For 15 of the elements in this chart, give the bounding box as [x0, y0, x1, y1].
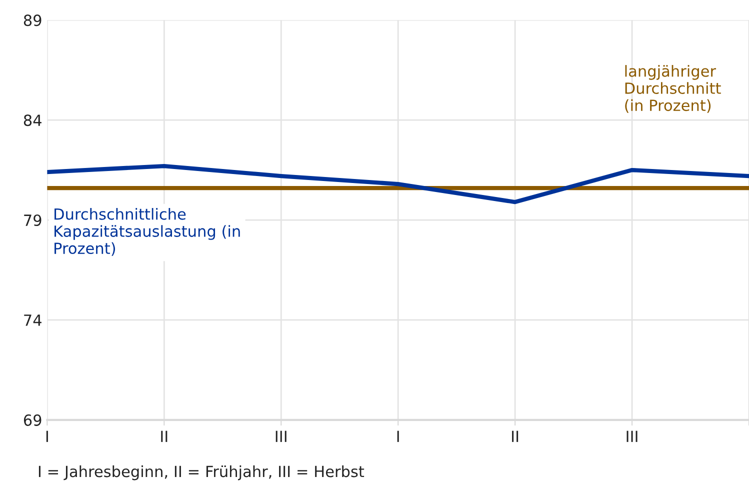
x-tick-label: III	[626, 430, 638, 442]
text: Durchschnittliche Kapazitätsauslastung (in Prozent)	[54, 208, 240, 256]
x-tick-label: I	[46, 430, 48, 442]
x-tick-label: II	[161, 430, 168, 442]
x-tick-label: III	[276, 430, 286, 442]
text: I = Jahresbeginn, II = Frühjahr, III = Herbst	[38, 465, 364, 480]
y-tick-label: 84	[24, 114, 42, 126]
ref-line-label: langjähriger Durchschnitt (in Prozent)	[625, 65, 721, 113]
y-tick-label: 79	[24, 214, 42, 226]
line-series	[47, 164, 749, 204]
x-tick-label: II	[512, 430, 518, 442]
y-tick-label: 89	[24, 14, 42, 26]
y-tick-label: 69	[24, 414, 42, 426]
x-tick-label: I	[397, 430, 399, 442]
y-tick-label: 74	[24, 314, 42, 326]
